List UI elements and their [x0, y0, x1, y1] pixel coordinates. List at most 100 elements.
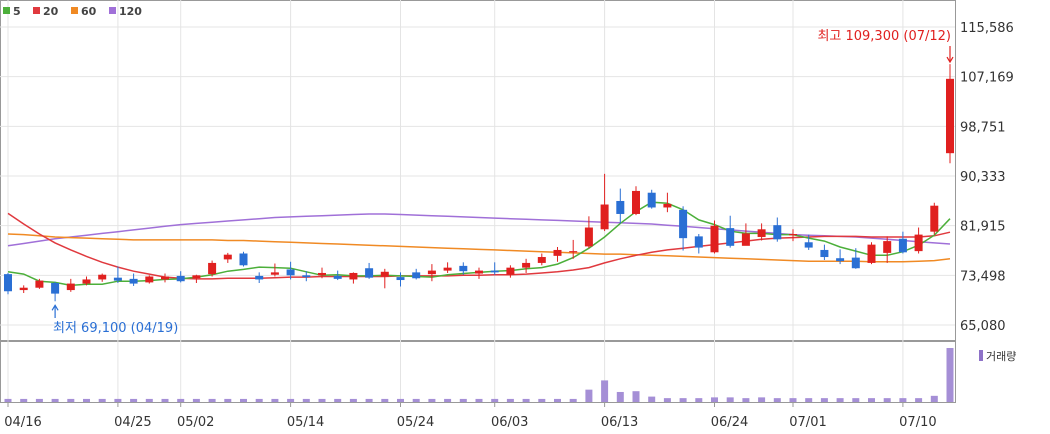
- volume-bar: [192, 398, 200, 402]
- volume-bar: [271, 398, 279, 402]
- candle: [679, 206, 688, 251]
- candle: [851, 248, 860, 269]
- candle: [820, 244, 829, 260]
- candle-body: [286, 269, 295, 276]
- candle-body: [522, 262, 531, 268]
- volume-bar: [83, 398, 90, 402]
- high-price-annotation: 최고 109,300 (07/12): [817, 29, 951, 44]
- candle: [302, 271, 311, 282]
- volume-bar: [67, 398, 75, 402]
- candle-body: [145, 276, 154, 283]
- candle: [270, 263, 279, 277]
- candle: [66, 278, 75, 292]
- candle: [255, 272, 264, 283]
- volume-bar: [20, 398, 28, 402]
- candle: [35, 278, 44, 289]
- candle: [773, 217, 782, 242]
- candle-body: [820, 249, 829, 258]
- y-tick-label: 107,169: [960, 71, 1014, 86]
- volume-bar: [161, 398, 169, 402]
- volume-bar: [491, 398, 499, 402]
- volume-panel-frame: [0, 341, 956, 403]
- volume-bar: [915, 398, 923, 402]
- candle-body: [789, 234, 797, 236]
- volume-bar: [51, 398, 59, 402]
- volume-bar: [930, 395, 938, 402]
- x-tick-label: 07/01: [789, 415, 826, 430]
- candle-body: [113, 277, 122, 281]
- candle: [239, 251, 248, 267]
- chart-legend: 5 20 60 120: [3, 5, 142, 18]
- y-tick-label: 73,498: [960, 269, 1006, 284]
- volume-bar: [522, 398, 530, 402]
- candle-body: [4, 274, 12, 292]
- candle-body: [333, 275, 342, 279]
- candle: [726, 215, 735, 248]
- x-tick-label: 05/02: [177, 415, 214, 430]
- axis-labels: 115,586 107,169 98,751 90,333 81,915 73,498 65…: [4, 21, 1014, 430]
- candle-body: [710, 225, 719, 253]
- candle-body: [223, 254, 232, 260]
- candle-body: [51, 282, 60, 294]
- candle: [663, 192, 672, 213]
- candle: [537, 253, 546, 266]
- candle-body: [836, 258, 845, 262]
- volume-bar: [287, 398, 295, 402]
- legend-label: 120: [119, 5, 142, 18]
- candle: [647, 189, 656, 209]
- volume-bar: [459, 398, 467, 402]
- candle-body: [396, 277, 405, 281]
- candle-body: [930, 205, 939, 232]
- volume-bar: [302, 398, 310, 402]
- volume-bar: [742, 398, 750, 402]
- candle-body: [773, 225, 782, 240]
- candle: [490, 262, 499, 275]
- low-price-annotation: 최저 69,100 (04/19): [53, 321, 178, 336]
- candle-body: [569, 251, 578, 253]
- candle: [349, 272, 358, 284]
- candle: [757, 223, 766, 241]
- volume-bar: [412, 398, 420, 402]
- volume-bar: [255, 398, 263, 402]
- y-tick-label: 81,915: [960, 220, 1006, 235]
- legend-swatch: [109, 7, 116, 14]
- legend-swatch: [3, 7, 10, 14]
- volume-bar: [569, 398, 577, 402]
- candle-body: [616, 200, 625, 214]
- candle-body: [475, 270, 483, 274]
- candle-body: [553, 249, 562, 256]
- chart-grid: [0, 0, 956, 407]
- volume-bar: [648, 396, 656, 402]
- candle: [365, 262, 374, 279]
- volume-bar: [444, 398, 452, 402]
- candle-body: [726, 228, 735, 246]
- ma60-line: [7, 233, 951, 263]
- volume-bar: [852, 398, 860, 402]
- x-tick-label: 06/03: [491, 415, 528, 430]
- volume-bar: [114, 398, 122, 402]
- candle: [710, 220, 719, 254]
- candle-body: [946, 78, 954, 154]
- candle-body: [349, 272, 358, 280]
- candle-body: [600, 204, 609, 230]
- candle: [741, 223, 750, 246]
- x-tick-label: 04/16: [4, 415, 41, 430]
- volume-bar: [397, 398, 404, 402]
- volume-bar: [899, 398, 907, 402]
- candle-body: [490, 270, 499, 273]
- candlestick-series: [4, 64, 954, 302]
- volume-bar: [4, 398, 12, 402]
- legend-label: 5: [13, 5, 21, 18]
- candle-body: [914, 234, 923, 252]
- candle: [898, 231, 907, 254]
- candle: [789, 229, 797, 242]
- candle-body: [19, 287, 28, 291]
- volume-bar: [208, 398, 216, 402]
- y-tick-label: 115,586: [960, 21, 1014, 36]
- candle: [192, 274, 201, 283]
- y-tick-label: 90,333: [960, 170, 1006, 185]
- volume-bar: [224, 398, 232, 402]
- volume-bar: [836, 398, 844, 402]
- volume-bar: [695, 398, 703, 402]
